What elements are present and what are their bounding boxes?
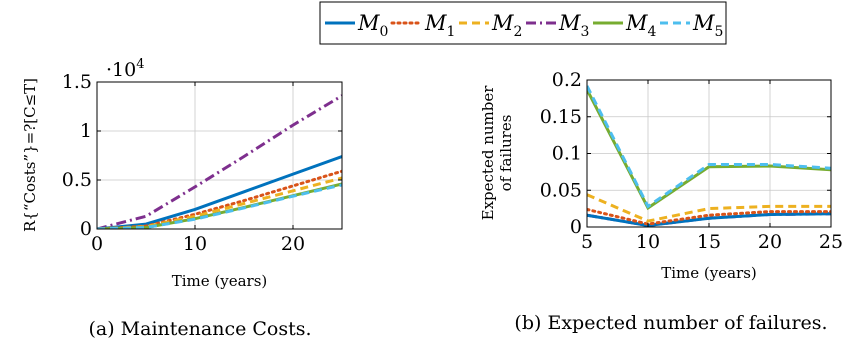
x-axis-label: Time (years)	[172, 272, 268, 290]
chart-maintenance-costs: 0 10 20 0 0.5 1 1.5 Time (years) (a) Maintenance…	[21, 57, 343, 340]
y-tick-label: 0.2	[552, 69, 582, 91]
series-line-m0	[97, 155, 342, 229]
x-tick-label: 5	[581, 231, 593, 253]
legend: M0 M1 M2 M3 M4 M5	[319, 1, 727, 45]
y-axis-label: R{“Costs”}=?[C≤T]	[21, 78, 39, 232]
series-group	[587, 85, 831, 227]
x-tick-label: 10	[636, 231, 660, 253]
legend-box	[319, 1, 727, 45]
y-tick-label: 0.5	[62, 169, 92, 191]
y-tick-label: 0	[570, 216, 582, 238]
series-group	[97, 94, 342, 229]
series-line-m2	[97, 176, 342, 229]
caption: (a) Maintenance Costs.	[88, 318, 311, 340]
x-tick-label: 25	[819, 231, 843, 253]
x-axis-label: Time (years)	[661, 264, 757, 282]
series-line-m1	[587, 207, 831, 226]
series-line-m5	[587, 85, 831, 209]
chart-expected-failures: 5 10 15 20 25 0 0.05 0.1 0.15 0.2 Time (years) (b) …	[479, 69, 843, 334]
x-tick-label: 20	[281, 233, 305, 255]
series-line-m3	[97, 94, 342, 229]
x-tick-label: 10	[183, 233, 207, 255]
y-tick-label: 0.05	[540, 179, 582, 201]
series-line-m5	[97, 183, 342, 229]
y-tick-label: 0	[80, 218, 92, 240]
y-tick-label: 0.1	[552, 143, 582, 165]
plot-frame	[96, 81, 343, 230]
y-axis-label: Expected numberof failures	[479, 85, 515, 221]
series-line-m2	[587, 193, 831, 223]
y-tick-label: 1	[80, 120, 92, 142]
x-tick-label: 15	[697, 231, 721, 253]
x-tick-label: 0	[91, 233, 103, 255]
series-line-m0	[587, 212, 831, 227]
y-tick-label: 1.5	[62, 71, 92, 93]
y-scale-factor: ·104	[106, 57, 145, 81]
x-tick-label: 20	[758, 231, 782, 253]
caption: (b) Expected number of failures.	[514, 312, 827, 334]
y-tick-label: 0.15	[540, 106, 582, 128]
